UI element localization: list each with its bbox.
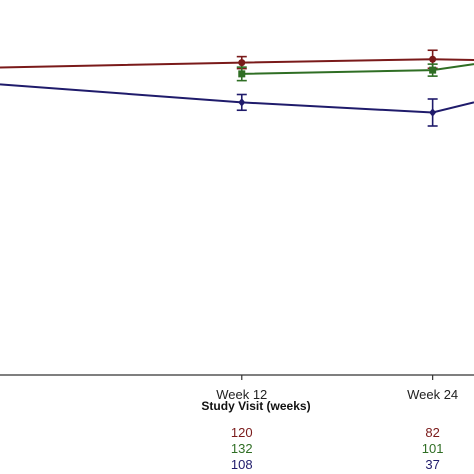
count-0-1: 82	[425, 425, 439, 440]
count-2-1: 37	[425, 457, 439, 472]
x-tick-label-0: Week 12	[216, 387, 267, 402]
series-line-1	[241, 63, 474, 75]
series-layer	[0, 49, 474, 127]
series-line-2	[0, 83, 474, 114]
x-axis-title: Study Visit (weeks)	[201, 399, 310, 413]
data-point-0-2	[429, 55, 437, 63]
at-risk-counts: 120 82 132 101 108 37	[231, 425, 444, 472]
data-point-1-1	[429, 66, 437, 74]
count-1-0: 132	[231, 441, 253, 456]
x-tick-label-1: Week 24	[407, 387, 458, 402]
count-2-0: 108	[231, 457, 253, 472]
series-1	[236, 63, 474, 82]
data-point-0-1	[238, 59, 246, 67]
series-0	[0, 49, 474, 70]
series-line-0	[0, 58, 474, 69]
series-2	[0, 83, 474, 127]
data-point-2-2	[429, 108, 437, 117]
data-point-2-1	[238, 98, 246, 107]
count-0-0: 120	[231, 425, 253, 440]
x-ticks: Week 12 Week 24	[216, 375, 458, 402]
data-point-1-0	[238, 70, 246, 78]
count-1-1: 101	[422, 441, 444, 456]
